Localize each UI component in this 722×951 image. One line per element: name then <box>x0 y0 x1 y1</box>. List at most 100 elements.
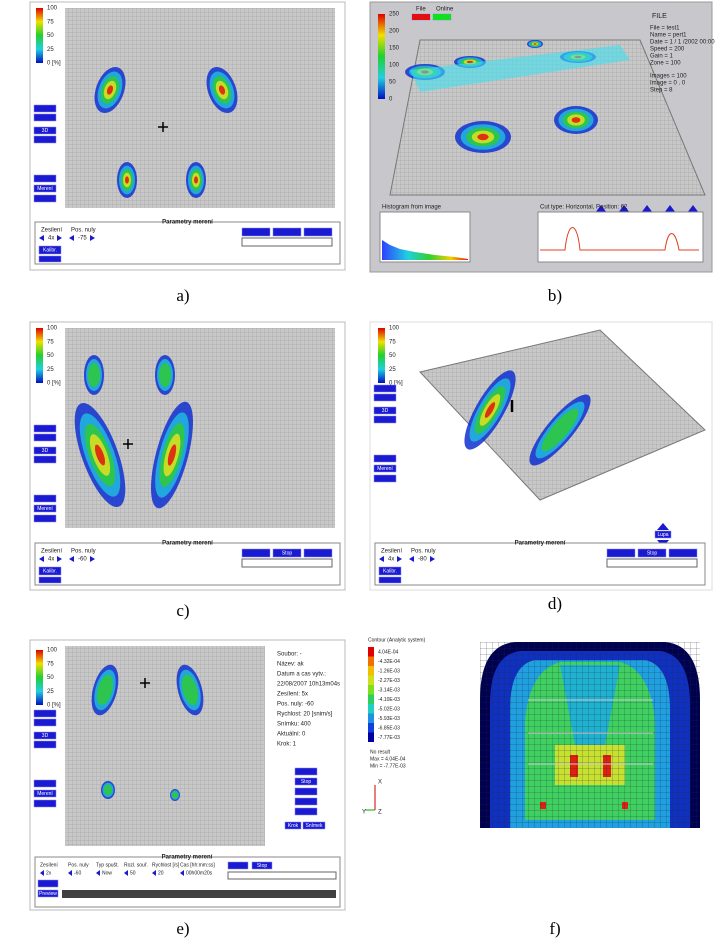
button[interactable] <box>242 228 270 236</box>
button-label: 3D <box>42 733 49 739</box>
button-label: 3D <box>382 408 389 414</box>
info-line: Snímku: 400 <box>277 722 311 728</box>
button[interactable] <box>304 549 332 557</box>
mesh <box>480 642 700 828</box>
legend-swatch <box>368 657 374 667</box>
legend-label: -6.85E-03 <box>378 725 400 731</box>
info-line: Name = pert1 <box>650 33 687 39</box>
button-label: Kalibr. <box>43 247 57 253</box>
param-label: Rozl. souř. <box>124 862 148 868</box>
button[interactable] <box>379 577 401 583</box>
button-label: Merení <box>37 506 53 512</box>
button[interactable] <box>34 719 56 726</box>
button[interactable] <box>34 780 56 787</box>
info-line: Rychlost: 20 [snim/s] <box>277 712 333 718</box>
legend-label: 75 <box>47 19 54 25</box>
param-label: Pos. nuly <box>71 549 96 555</box>
legend-label: -2.27E-03 <box>378 678 400 684</box>
button[interactable] <box>34 495 56 502</box>
figure: 100 75 50 25 0 [%] 3D Merení Parametry merení Ze… <box>0 0 722 946</box>
legend-label: 0 [%] <box>47 703 61 709</box>
legend-label: -1.26E-03 <box>378 668 400 674</box>
button[interactable] <box>34 175 56 182</box>
params-title: Parametry merení <box>162 855 213 861</box>
param-value: -75 <box>78 236 87 242</box>
legend-label: 0 [%] <box>47 381 61 387</box>
axis-label: X <box>378 780 382 786</box>
axis-label: Y <box>362 810 366 816</box>
button[interactable] <box>38 880 58 887</box>
button[interactable] <box>374 416 396 423</box>
param-label: Cas [hh:mm:ss] <box>180 862 215 868</box>
legend-label: 50 <box>389 80 396 86</box>
button-label: Stop <box>647 550 658 556</box>
param-value: 00h00m20s <box>186 870 213 876</box>
button[interactable] <box>34 114 56 121</box>
button[interactable] <box>39 577 61 583</box>
button[interactable] <box>295 768 317 775</box>
button[interactable] <box>374 455 396 462</box>
file-title: FILE <box>652 13 667 20</box>
info-line: Speed = 200 <box>650 47 685 53</box>
cut-box <box>538 212 703 262</box>
button[interactable] <box>374 394 396 401</box>
tab-label: Online <box>436 7 454 13</box>
legend-label: 50 <box>47 353 54 359</box>
legend-swatch <box>368 647 374 657</box>
param-label: Zesilení <box>41 228 62 234</box>
legend-label: 75 <box>47 661 54 667</box>
legend-swatch <box>368 695 374 705</box>
button[interactable] <box>228 862 248 869</box>
param-value: 4x <box>388 557 394 563</box>
legend-label: -4.10E-03 <box>378 697 400 703</box>
button[interactable] <box>295 788 317 795</box>
color-bar <box>378 328 385 383</box>
info-line: Step = 8 <box>650 88 673 94</box>
legend-label: -5.93E-03 <box>378 716 400 722</box>
button[interactable] <box>273 228 301 236</box>
legend-note: No result <box>370 749 391 755</box>
button[interactable] <box>304 228 332 236</box>
param-value: 4x <box>48 236 54 242</box>
status-field <box>228 872 336 879</box>
button[interactable] <box>34 800 56 807</box>
button[interactable] <box>295 808 317 815</box>
button-label: Kalibr. <box>43 568 57 574</box>
button[interactable] <box>607 549 635 557</box>
pressure-area <box>572 117 581 123</box>
legend-swatch <box>368 723 374 733</box>
legend-swatch <box>368 714 374 724</box>
button[interactable] <box>34 105 56 112</box>
button[interactable] <box>34 456 56 463</box>
color-bar <box>36 328 43 383</box>
legend-label: 4.04E-04 <box>378 649 399 655</box>
button-label: 3D <box>42 448 49 454</box>
legend-swatch <box>368 685 374 695</box>
button[interactable] <box>34 434 56 441</box>
legend-label: 100 <box>389 63 400 69</box>
param-label: Pos. nuly <box>68 862 89 868</box>
button-label: Lupa <box>657 532 668 538</box>
button[interactable] <box>374 475 396 482</box>
status-field <box>242 559 332 567</box>
button[interactable] <box>34 136 56 143</box>
button[interactable] <box>34 710 56 717</box>
button[interactable] <box>34 515 56 522</box>
legend-label: 25 <box>47 367 54 373</box>
button[interactable] <box>374 385 396 392</box>
param-label: Pos. nuly <box>411 549 436 555</box>
color-bar <box>36 8 43 63</box>
status-field <box>242 238 332 246</box>
button[interactable] <box>39 256 61 262</box>
pressure-area <box>533 43 536 45</box>
button[interactable] <box>34 425 56 432</box>
button[interactable] <box>295 798 317 805</box>
button[interactable] <box>34 195 56 202</box>
legend-label: 50 <box>47 675 54 681</box>
param-value: -60 <box>74 870 81 876</box>
histogram-title: Histogram from image <box>382 205 442 211</box>
button[interactable] <box>242 549 270 557</box>
param-label: Pos. nuly <box>71 228 96 234</box>
button[interactable] <box>34 741 56 748</box>
button[interactable] <box>669 549 697 557</box>
